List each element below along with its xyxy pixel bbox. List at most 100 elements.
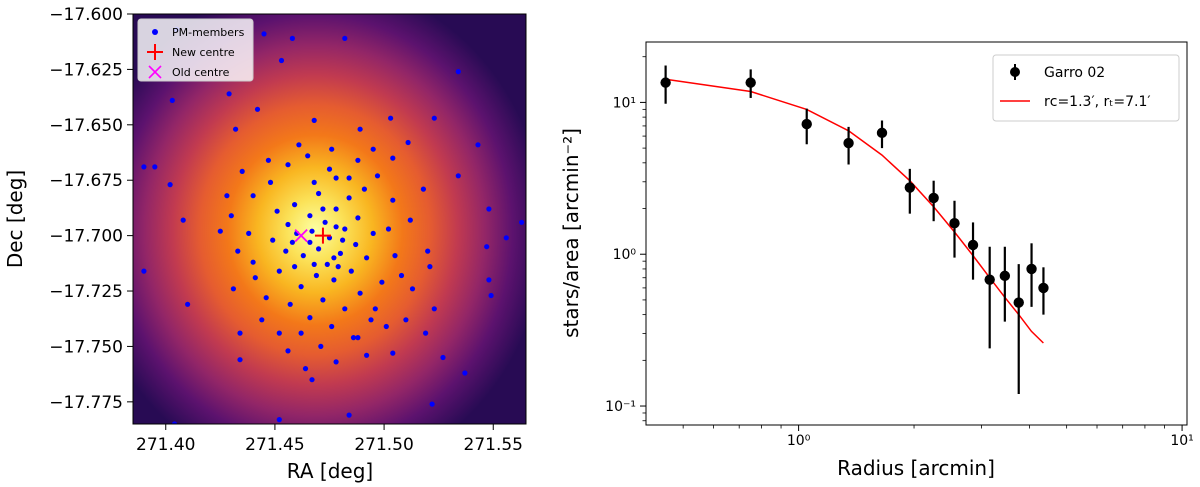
pm-member-point (355, 335, 361, 341)
king-legend-label: rᴄ=1.3′, rₜ=7.1′ (1044, 94, 1151, 110)
pm-member-point (370, 146, 376, 152)
profile-point (967, 222, 979, 280)
data-point (999, 270, 1011, 282)
pm-member-point (224, 193, 230, 199)
left-x-tick-label: 271.45 (245, 435, 304, 455)
pm-member-point (403, 317, 409, 323)
pm-member-point (361, 186, 367, 192)
left-y-tick-label: −17.675 (49, 171, 123, 191)
data-point (843, 137, 854, 149)
pm-member-point (390, 350, 396, 356)
pm-member-point (486, 206, 492, 212)
data-point (984, 274, 995, 285)
garro-legend-label: Garro 02 (1044, 65, 1105, 81)
left-x-tick-label: 271.40 (136, 435, 195, 455)
pm-member-point (374, 173, 381, 179)
pm-member-point (346, 175, 352, 181)
pm-member-point (346, 412, 352, 418)
pm-member-point (329, 146, 335, 152)
pm-member-point (292, 202, 298, 208)
pm-member-point (307, 239, 313, 245)
right-legend-box (992, 54, 1180, 122)
profile-point (843, 126, 854, 165)
left-legend-box (137, 18, 254, 82)
pm-member-point (484, 244, 490, 250)
pm-member-point (462, 370, 468, 376)
right-legend: Garro 02 rᴄ=1.3′, rₜ=7.1′ (992, 54, 1180, 122)
centre-markers (294, 227, 331, 244)
pm-member-point (292, 264, 298, 270)
pm-member-point (379, 279, 385, 285)
pm-member-point (357, 290, 363, 296)
left-y-label: Dec [deg] (3, 170, 27, 268)
pm-member-point (141, 268, 147, 274)
pm-member-point (383, 323, 389, 330)
profile-point (999, 246, 1011, 322)
pm-member-point (246, 230, 252, 236)
pm-member-point (364, 352, 370, 358)
pm-member-point (409, 286, 416, 292)
profile-point (660, 65, 671, 104)
pm-member-point (427, 264, 433, 270)
pm-member-point (274, 208, 280, 214)
left-y-tick-label: −17.775 (49, 393, 123, 413)
pm-member-point (503, 235, 509, 241)
pm-member-point (233, 126, 239, 132)
old-centre-marker (294, 228, 308, 243)
pm-member-point (313, 272, 319, 279)
pm-members (141, 26, 525, 424)
pm-member-point (311, 117, 317, 123)
left-legend: PM-members New centre Old centre (137, 18, 254, 82)
pm-member-point (285, 348, 291, 354)
pm-member-point (385, 226, 392, 232)
pm-member-point (346, 195, 352, 201)
king-profile-curve (665, 78, 1044, 344)
data-point (949, 218, 960, 229)
right-ticks: 10⁰ 10¹ 10⁻¹ 10⁰ 10¹ (605, 56, 1194, 449)
left-y-tick-label: −17.750 (49, 337, 123, 357)
left-x-ticks: 271.40 271.45 271.50 271.55 (136, 424, 523, 455)
pm-member-point (333, 359, 339, 365)
data-point (745, 77, 756, 88)
pm-member-point (230, 286, 236, 292)
data-point (928, 192, 939, 204)
pm-member-point (276, 268, 282, 274)
data-point (801, 118, 812, 130)
pm-member-point (307, 315, 313, 321)
pm-member-point (420, 186, 426, 192)
pm-member-point (342, 35, 348, 42)
density-map (133, 14, 526, 424)
pm-member-point (322, 219, 328, 225)
pm-member-point (263, 295, 269, 301)
pm-member-point (486, 277, 492, 283)
pm-member-point (311, 179, 317, 185)
new-centre-legend-marker (147, 44, 163, 60)
left-y-tick-label: −17.725 (49, 282, 123, 302)
pm-member-point (368, 317, 374, 323)
right-y-tick-label: 10¹ (613, 95, 636, 111)
left-y-tick-label: −17.650 (49, 116, 123, 136)
pm-member-point (300, 253, 306, 259)
pm-member-point (372, 306, 378, 312)
pm-member-point (326, 166, 333, 172)
pm-member-point (141, 164, 147, 170)
pm-member-point (278, 57, 285, 64)
profile-point (949, 200, 960, 258)
pm-member-point (228, 213, 234, 219)
pm-member-point (440, 354, 446, 361)
pm-member-point (318, 343, 324, 349)
pm-member-point (167, 182, 173, 188)
pm-member-point (355, 215, 361, 221)
pm-member-point (324, 261, 330, 267)
pm-member-point (311, 261, 317, 267)
data-point (1013, 297, 1024, 308)
pm-member-point (289, 35, 295, 42)
pm-member-point (429, 401, 435, 407)
density-profile-points (660, 65, 1049, 395)
pm-member-point (309, 377, 315, 383)
pm-member-point (407, 217, 413, 223)
left-plot-frame (132, 13, 527, 425)
profile-point (904, 168, 916, 214)
pm-member-point (329, 323, 335, 330)
